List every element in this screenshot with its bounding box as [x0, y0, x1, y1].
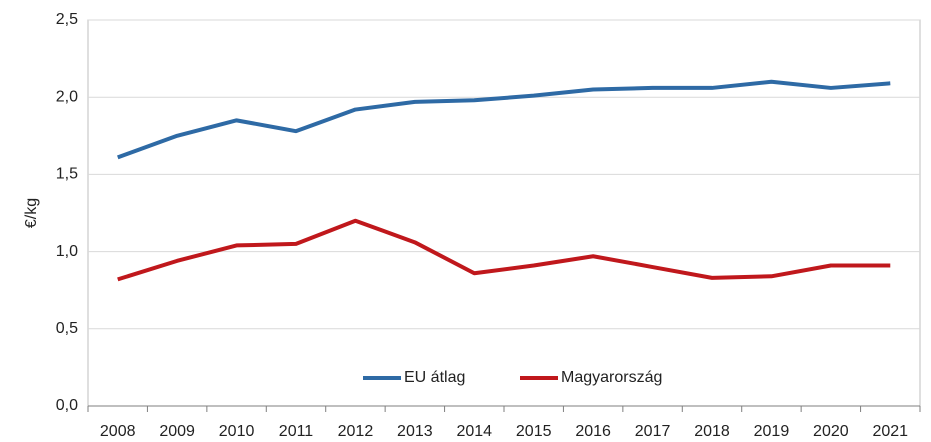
x-tick-label: 2015: [516, 423, 552, 440]
y-tick-label: 0,5: [56, 320, 78, 337]
x-tick-label: 2021: [872, 423, 908, 440]
x-tick-label: 2012: [338, 423, 374, 440]
x-tick-label: 2014: [456, 423, 492, 440]
y-tick-label: 2,0: [56, 88, 78, 105]
y-axis-label: €/kg: [23, 198, 40, 228]
legend-label: EU átlag: [404, 369, 465, 386]
x-tick-label: 2013: [397, 423, 433, 440]
x-tick-label: 2019: [754, 423, 790, 440]
x-tick-label: 2010: [219, 423, 255, 440]
y-tick-label: 2,5: [56, 11, 78, 28]
plot-area: [87, 19, 921, 407]
x-tick-label: 2016: [575, 423, 611, 440]
y-tick-label: 1,5: [56, 166, 78, 183]
y-tick-label: 0,0: [56, 397, 78, 414]
x-tick-label: 2009: [159, 423, 195, 440]
x-tick-label: 2018: [694, 423, 730, 440]
series-line: [117, 218, 891, 282]
x-tick-label: 2011: [279, 423, 314, 440]
x-tick-label: 2008: [100, 423, 136, 440]
legend-label: Magyarország: [561, 369, 662, 386]
y-tick-label: 1,0: [56, 243, 78, 260]
x-tick-label: 2017: [635, 423, 671, 440]
x-tick-label: 2020: [813, 423, 849, 440]
series-line: [117, 79, 891, 160]
